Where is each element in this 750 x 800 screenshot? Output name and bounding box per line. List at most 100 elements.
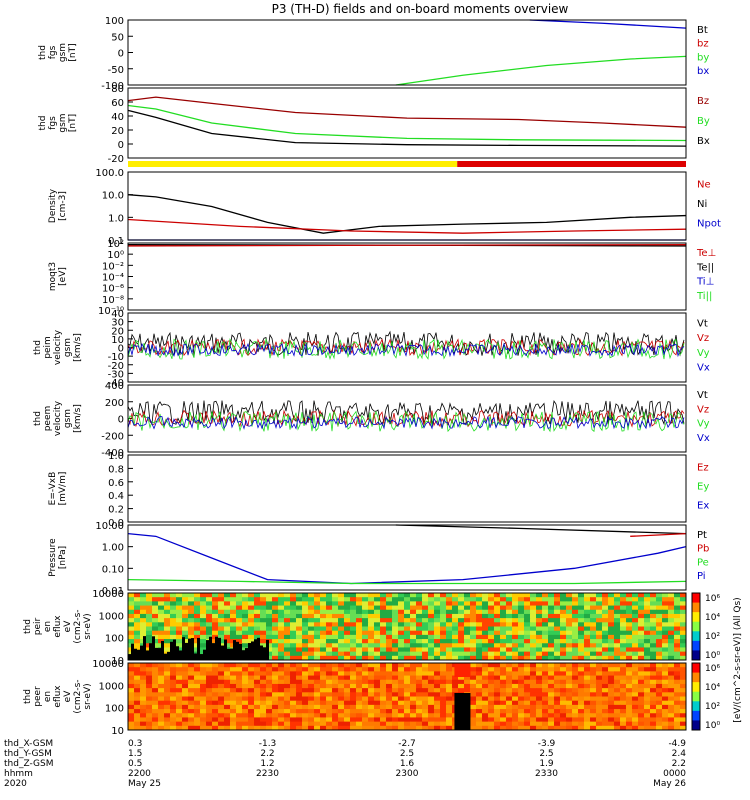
spectrogram-cell: [542, 721, 549, 727]
data-gap: [149, 643, 152, 660]
noise-series: [127, 342, 685, 358]
spectrogram-cell: [548, 704, 555, 710]
colorbar-frame: [691, 592, 701, 661]
spectrogram-cell: [668, 601, 675, 607]
spectrogram-cell: [440, 688, 447, 693]
spectrogram-cell: [272, 643, 279, 648]
spectrogram-cell: [680, 725, 687, 731]
spectrogram-cell: [350, 643, 357, 648]
spectrogram-cell: [446, 717, 453, 723]
spectrogram-cell: [266, 675, 273, 681]
data-gap: [239, 643, 242, 660]
spectrogram-cell: [278, 609, 285, 615]
spectrogram-cell: [488, 700, 495, 706]
spectrogram-cell: [218, 667, 225, 672]
spectrogram-cell: [554, 618, 561, 623]
spectrogram-cell: [272, 679, 279, 685]
spectrogram-cell: [542, 709, 549, 714]
spectrogram-cell: [434, 671, 441, 677]
spectrogram-cell: [572, 683, 579, 689]
spectrogram-cell: [614, 630, 621, 636]
spectrogram-cell: [542, 622, 549, 627]
spectrogram-cell: [350, 671, 357, 677]
spectrogram-cell: [548, 622, 555, 627]
spectrogram-cell: [308, 683, 315, 689]
spectrogram-cell: [296, 679, 303, 685]
panel-frame: [127, 524, 687, 591]
spectrogram-cell: [374, 630, 381, 636]
spectrogram-cell: [602, 692, 609, 697]
spectrogram-cell: [434, 721, 441, 727]
spectrogram-cell: [440, 651, 447, 657]
spectrogram-cell: [374, 601, 381, 607]
spectrogram-cell: [188, 630, 195, 636]
spectrogram-cell: [554, 692, 561, 697]
spectrogram-cell: [644, 683, 651, 689]
spectrogram-cell: [590, 683, 597, 689]
spectrogram-cell: [134, 643, 141, 648]
spectrogram-cell: [572, 675, 579, 681]
hhmm-tick: 0000: [663, 769, 686, 779]
spectrogram-cell: [662, 651, 669, 657]
spectrogram-cell: [140, 663, 147, 668]
spectrogram-cell: [440, 647, 447, 653]
spectrogram-cell: [278, 655, 285, 661]
spectrogram-cell: [338, 647, 345, 653]
spectrogram-cell: [560, 667, 567, 672]
spectrogram-cell: [476, 704, 483, 710]
spectrogram-cell: [656, 634, 663, 640]
spectrogram-cell: [176, 696, 183, 702]
spectrogram-cell: [656, 692, 663, 697]
spectrogram-cell: [338, 671, 345, 677]
spectrogram-cell: [254, 717, 261, 723]
spectrogram-cell: [662, 721, 669, 727]
spectrogram-cell: [548, 675, 555, 681]
spectrogram-cell: [584, 651, 591, 657]
spectrogram-cell: [614, 643, 621, 648]
spectrogram-cell: [248, 634, 255, 640]
spectrogram-cell: [452, 630, 459, 636]
spectrogram-cell: [128, 696, 135, 702]
spectrogram-cell: [308, 663, 315, 668]
legend-entry: Ti||: [696, 291, 712, 302]
data-gap: [242, 650, 245, 660]
spectrogram-cell: [362, 688, 369, 693]
spectrogram-cell: [332, 647, 339, 653]
spectrogram-cell: [584, 643, 591, 648]
spectrogram-cell: [296, 700, 303, 706]
spectrogram-cell: [554, 634, 561, 640]
spectrogram-cell: [512, 643, 519, 648]
spectrogram-cell: [632, 663, 639, 668]
spectrogram-cell: [656, 696, 663, 702]
spectrogram-cell: [392, 696, 399, 702]
spectrogram-cell: [146, 679, 153, 685]
spectrogram-cell: [656, 688, 663, 693]
spectrogram-cell: [416, 683, 423, 689]
y-tick-label: -40: [108, 378, 124, 389]
spectrogram-cell: [302, 675, 309, 681]
spectrogram-cell: [194, 609, 201, 615]
panel-ylabel: thd: [33, 411, 43, 426]
spectrogram-cell: [674, 613, 681, 619]
spectrogram-cell: [416, 704, 423, 710]
spectrogram-cell: [422, 688, 429, 693]
spectrogram-cell: [134, 630, 141, 636]
spectrogram-cell: [428, 605, 435, 611]
spectrogram-cell: [608, 597, 615, 602]
spectrogram-cell: [422, 725, 429, 731]
spectrogram-cell: [302, 683, 309, 689]
spectrogram-cell: [506, 717, 513, 723]
spectrogram-cell: [338, 709, 345, 714]
spectrogram-cell: [230, 605, 237, 611]
colorbar-segment: [692, 672, 700, 683]
spectrogram-cell: [356, 643, 363, 648]
spectrogram-cell: [188, 609, 195, 615]
spectrogram-cell: [548, 597, 555, 602]
panel-ylabel: [cm-3]: [58, 191, 68, 221]
spectrogram-cell: [284, 700, 291, 706]
spectrogram-cell: [146, 597, 153, 602]
spectrogram-cell: [374, 709, 381, 714]
spectrogram-cell: [272, 709, 279, 714]
spectrogram-cell: [308, 593, 315, 598]
spectrogram-cell: [680, 651, 687, 657]
